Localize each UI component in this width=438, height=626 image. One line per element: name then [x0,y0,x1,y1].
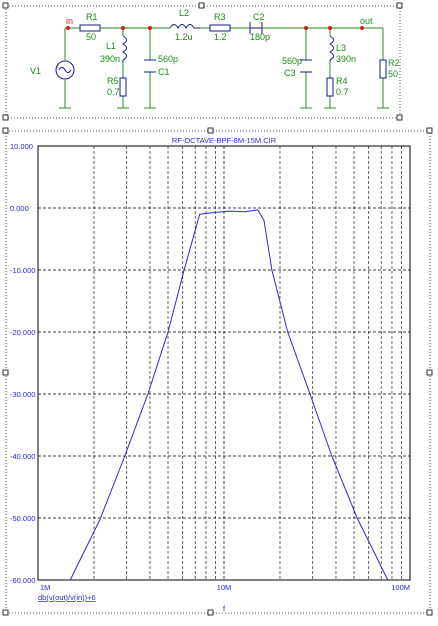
part-name: L2 [179,8,189,18]
node [328,26,332,30]
resistor [379,59,387,79]
node-label: in [66,16,73,26]
part-name: C3 [284,68,296,78]
part-value: 0.7 [336,87,349,97]
handle [2,369,9,376]
part-name: R3 [214,12,226,22]
inductor [169,24,200,30]
y-tick-label: -20.000 [10,328,35,337]
y-tick-label: -60.000 [10,576,35,585]
handle [2,127,9,134]
handle [426,127,433,134]
resistor [209,24,231,32]
handle [2,609,9,616]
handle [207,609,214,616]
source-wave [58,67,72,73]
node [121,26,125,30]
node [360,26,364,30]
inductor [328,35,334,62]
handle [2,114,9,121]
handle [207,127,214,134]
part-value: 390n [336,54,356,64]
chart-title: RF-OCTAVE-BPF-8M-15M.CIR [172,136,277,145]
x-tick-label: 1M [40,583,50,592]
handle [426,609,433,616]
node-label: out [360,16,373,26]
resistor [326,77,334,97]
part-value: 560p [158,54,178,64]
data-line [69,209,389,581]
part-name: C1 [158,67,170,77]
y-axis-label: db(v(out)/v(in))+6 [38,593,96,602]
part-value: 50 [86,32,96,42]
handle [396,2,403,9]
part-value: 390n [100,54,120,64]
chart-frame [5,130,431,614]
handle [396,114,403,121]
source [55,60,75,80]
node [148,26,152,30]
schematic-frame [5,5,401,119]
capacitor [144,59,156,73]
capacitor [249,22,263,34]
handle [198,2,205,9]
capacitor [300,59,312,73]
part-value: 1.2 [214,32,227,42]
resistor [119,77,127,97]
part-name: R4 [336,76,348,86]
node [66,26,70,30]
resistor [79,24,101,32]
inductor [121,35,127,62]
y-tick-label: -50.000 [10,514,35,523]
x-tick-label: 100M [391,583,410,592]
y-tick-label: 10.000 [10,142,33,151]
part-value: 1.2u [175,32,193,42]
part-name: L3 [336,43,346,53]
part-name: R5 [107,76,119,86]
handle [2,2,9,9]
part-name: L1 [106,41,116,51]
part-name: R1 [86,12,98,22]
wires [64,27,384,108]
part-name: C2 [253,12,265,22]
handle [426,369,433,376]
x-tick-label: 10M [217,583,232,592]
y-tick-label: 0.000 [10,204,29,213]
schematic: in R1 50 L2 1.2u R3 1.2 C2 180p out L1 3… [30,8,400,109]
part-value: 0.7 [107,87,120,97]
y-tick-label: -40.000 [10,452,35,461]
part-name: V1 [30,66,41,76]
y-tick-label: -30.000 [10,390,35,399]
part-value: 180p [250,32,270,42]
y-tick-label: -10.000 [10,266,35,275]
part-value: 50 [388,69,398,79]
node [304,26,308,30]
part-name: R2 [388,58,400,68]
part-value: 560p [282,56,302,66]
x-axis-label: f [223,604,226,613]
